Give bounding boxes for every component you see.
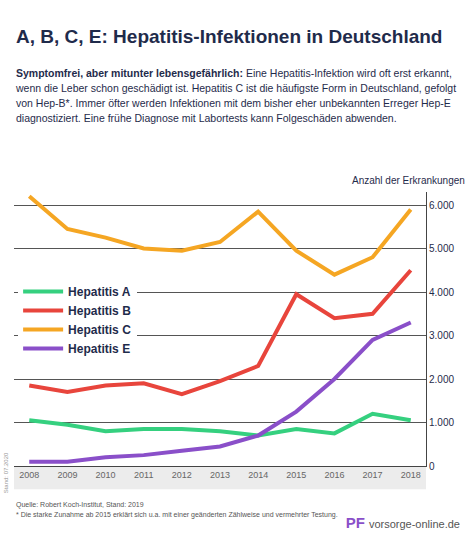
html-text:A, B, C, E: Hepatitis-Infektio: A, B, C, E: Hepatitis-Infektionen in Deu…: [16, 26, 443, 47]
html-text:Symptomfrei, aber mitunter leb: Symptomfrei, aber mitunter lebensgefährl…: [16, 67, 457, 124]
svg-text:2008: 2008: [19, 470, 39, 480]
svg-text:2.000: 2.000: [429, 374, 454, 385]
svg-text:5.000: 5.000: [429, 243, 454, 254]
svg-text:1.000: 1.000: [429, 417, 454, 428]
svg-text:4.000: 4.000: [429, 287, 454, 298]
svg-text:Hepatitis E: Hepatitis E: [68, 342, 130, 356]
svg-text:2013: 2013: [210, 470, 230, 480]
svg-text:3.000: 3.000: [429, 330, 454, 341]
svg-text:2011: 2011: [134, 470, 153, 480]
svg-text:2018: 2018: [401, 470, 421, 480]
svg-text:Anzahl der Erkrankungen: Anzahl der Erkrankungen: [352, 175, 465, 186]
svg-text:2016: 2016: [324, 470, 344, 480]
svg-text:Hepatitis A: Hepatitis A: [68, 285, 131, 299]
svg-text:2014: 2014: [248, 470, 268, 480]
html-text:PF vorsorge-online.de: PF vorsorge-online.de: [345, 514, 460, 531]
svg-text:2015: 2015: [286, 470, 306, 480]
html-text:* Die starke Zunahme ab 2015 e: * Die starke Zunahme ab 2015 erklärt sic…: [16, 511, 338, 518]
svg-text:2012: 2012: [172, 470, 192, 480]
html-text:Stand: 07.2020: Stand: 07.2020: [3, 452, 10, 494]
svg-text:6.000: 6.000: [429, 200, 454, 211]
svg-text:2017: 2017: [363, 470, 383, 480]
svg-text:2009: 2009: [57, 470, 77, 480]
svg-text:2010: 2010: [96, 470, 116, 480]
svg-text:Hepatitis B: Hepatitis B: [68, 304, 131, 318]
html-text:Quelle: Robert Koch-Institut,: Quelle: Robert Koch-Institut, Stand: 201…: [16, 501, 144, 508]
svg-text:0: 0: [429, 461, 435, 472]
svg-text:Hepatitis C: Hepatitis C: [68, 323, 131, 337]
